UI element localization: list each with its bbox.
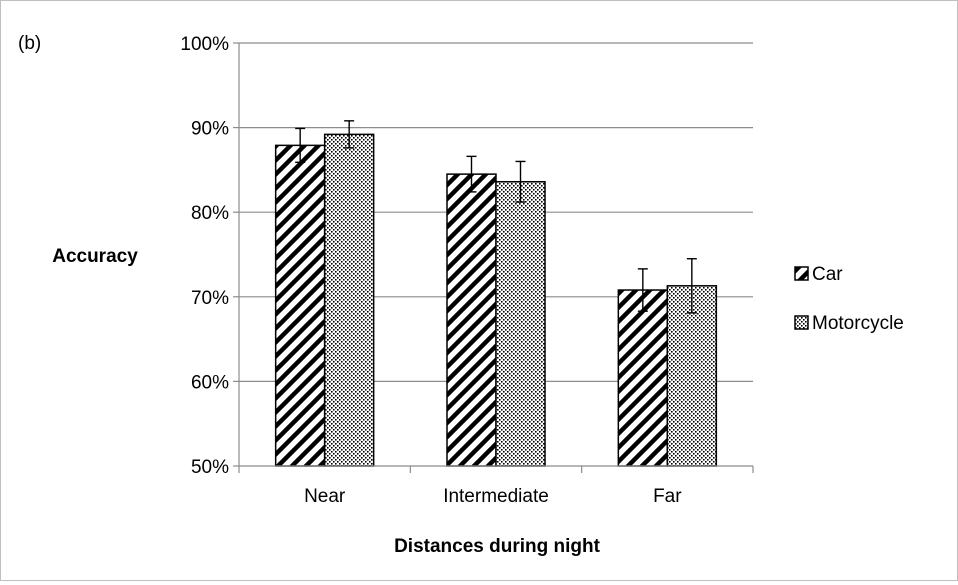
legend-swatch-car	[794, 266, 809, 281]
legend-label-car: Car	[812, 264, 843, 285]
y-tick-label: 80%	[191, 203, 229, 224]
legend-label-motorcycle: Motorcycle	[812, 313, 904, 334]
bar-car	[274, 144, 326, 467]
y-tick-label: 60%	[191, 372, 229, 393]
x-category-label: Far	[653, 486, 682, 507]
bar-motorcycle	[495, 180, 546, 467]
x-category-label: Intermediate	[443, 486, 549, 507]
y-tick-label: 90%	[191, 119, 229, 140]
legend-swatch-motorcycle	[794, 315, 809, 330]
x-category-label: Near	[304, 486, 346, 507]
bar-motorcycle	[666, 285, 718, 467]
y-tick-label: 50%	[191, 457, 229, 478]
legend: Car Motorcycle	[794, 264, 904, 334]
panel-label: (b)	[18, 33, 41, 54]
bars-layer	[274, 120, 718, 467]
y-axis-title: Accuracy	[52, 246, 138, 267]
y-tick-label: 70%	[191, 288, 229, 309]
bar-motorcycle	[323, 133, 375, 467]
bar-car	[446, 173, 497, 467]
bar-car	[617, 289, 669, 467]
x-axis-title: Distances during night	[394, 536, 601, 557]
axis-layer: 50% 60% 70% 80% 90% 100% Near Intermediate Far	[180, 34, 754, 507]
y-tick-label: 100%	[180, 34, 229, 55]
